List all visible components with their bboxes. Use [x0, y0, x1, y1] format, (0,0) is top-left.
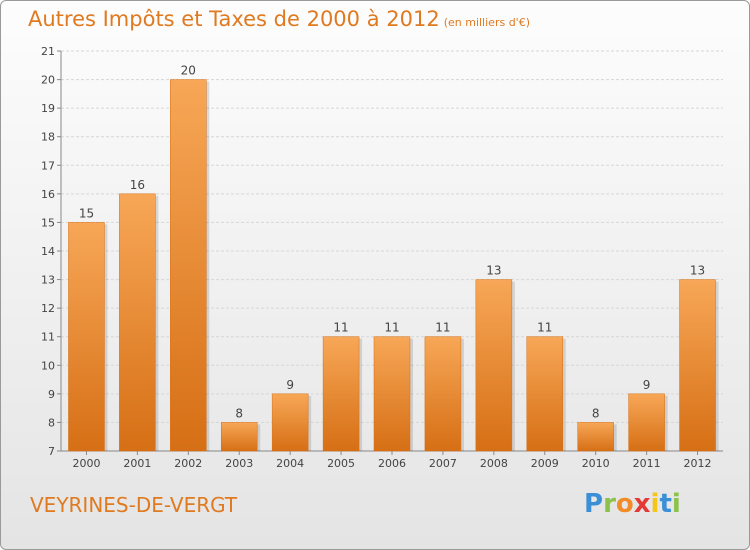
- x-tick-label: 2001: [123, 457, 151, 470]
- bar: [475, 279, 513, 452]
- x-tick-label: 2008: [480, 457, 508, 470]
- y-tick-label: 18: [41, 131, 55, 144]
- x-tick-label: 2004: [276, 457, 304, 470]
- x-tick-label: 2006: [378, 457, 406, 470]
- bar: [679, 279, 716, 452]
- bar: [628, 393, 665, 452]
- bar: [68, 222, 105, 452]
- y-tick-label: 19: [41, 102, 55, 115]
- bar: [220, 422, 258, 452]
- bar: [424, 336, 462, 452]
- y-tick-label: 21: [41, 45, 55, 58]
- data-label: 20: [181, 64, 196, 78]
- data-label: 11: [435, 321, 450, 335]
- y-tick-label: 20: [41, 74, 55, 87]
- logo-letter: i: [671, 489, 681, 519]
- data-label: 9: [643, 378, 651, 392]
- x-tick-label: 2002: [174, 457, 202, 470]
- y-tick-label: 7: [48, 445, 55, 458]
- logo-letter: t: [659, 489, 672, 519]
- x-tick-label: 2012: [684, 457, 712, 470]
- data-label: 15: [79, 206, 94, 220]
- bar: [170, 79, 207, 452]
- data-label: 11: [384, 321, 399, 335]
- chart-title-text: Autres Impôts et Taxes de 2000 à 2012: [28, 7, 440, 31]
- data-label: 13: [690, 264, 705, 278]
- chart-subtitle: (en milliers d'€): [443, 16, 530, 29]
- logo-letter: o: [615, 489, 634, 519]
- logo-letter: i: [650, 489, 660, 519]
- data-label: 9: [286, 378, 294, 392]
- x-tick-label: 2003: [225, 457, 253, 470]
- proxiti-logo: Proxiti: [584, 489, 681, 519]
- x-tick-label: 2007: [429, 457, 457, 470]
- data-label: 8: [592, 406, 600, 420]
- bar: [577, 422, 614, 452]
- chart-title: Autres Impôts et Taxes de 2000 à 2012 (en…: [28, 7, 530, 31]
- data-label: 8: [235, 406, 243, 420]
- bar: [119, 193, 156, 452]
- data-label: 13: [486, 264, 501, 278]
- logo-letter: r: [603, 489, 616, 519]
- bar: [322, 336, 360, 452]
- x-tick-label: 2000: [72, 457, 100, 470]
- bar: [271, 393, 309, 452]
- data-label: 16: [130, 178, 145, 192]
- x-tick-label: 2011: [633, 457, 661, 470]
- y-tick-label: 14: [41, 245, 55, 258]
- data-label: 11: [333, 321, 348, 335]
- bar: [526, 336, 564, 452]
- y-tick-label: 16: [41, 188, 55, 201]
- logo-letter: x: [633, 489, 651, 519]
- x-tick-label: 2009: [531, 457, 559, 470]
- y-tick-label: 13: [41, 274, 55, 287]
- y-tick-label: 11: [41, 331, 55, 344]
- y-tick-label: 12: [41, 302, 55, 315]
- data-label: 11: [537, 321, 552, 335]
- y-tick-label: 9: [48, 388, 55, 401]
- y-tick-label: 17: [41, 159, 55, 172]
- x-tick-label: 2005: [327, 457, 355, 470]
- y-tick-label: 10: [41, 359, 55, 372]
- logo-letter: P: [584, 489, 604, 519]
- y-tick-label: 8: [48, 416, 55, 429]
- y-tick-label: 15: [41, 216, 55, 229]
- x-tick-label: 2010: [582, 457, 610, 470]
- place-name: VEYRINES-DE-VERGT: [30, 493, 238, 517]
- bar: [373, 336, 411, 452]
